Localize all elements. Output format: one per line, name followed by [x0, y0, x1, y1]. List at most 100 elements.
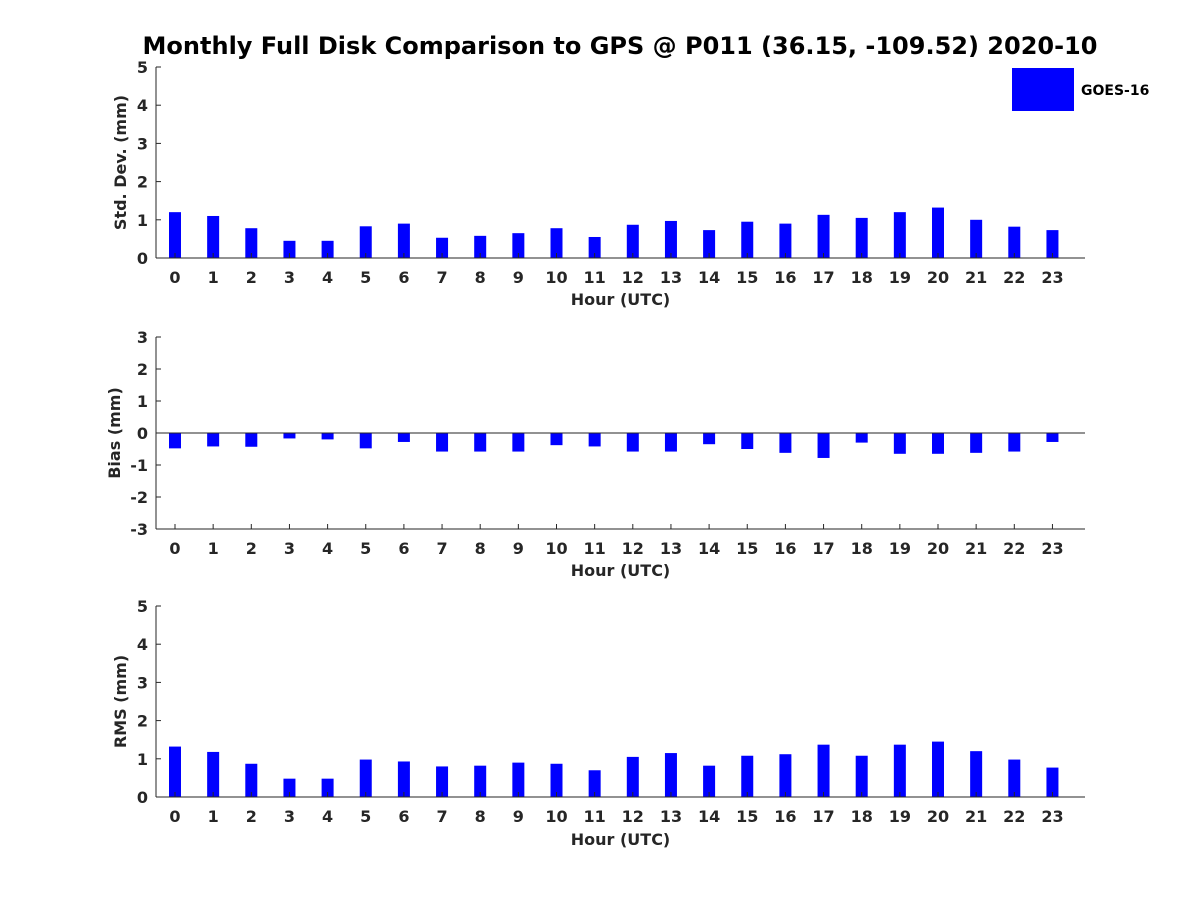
bias-bar-11	[588, 433, 601, 447]
bias-bar-15	[741, 433, 754, 449]
bias-bar-10	[550, 433, 563, 446]
legend-label: GOES-16	[1081, 83, 1149, 99]
rms-bar-14	[703, 765, 716, 797]
std-dev-bar-23	[1046, 230, 1059, 258]
bias-x-tick-label: 21	[965, 539, 987, 558]
bias-bar-0	[169, 433, 181, 449]
bias-x-tick-label: 20	[927, 539, 949, 558]
bias-x-tick-label: 15	[736, 539, 758, 558]
std-dev-y-axis-label: Std. Dev. (mm)	[111, 95, 130, 230]
std-dev-x-tick-label: 19	[889, 268, 911, 287]
std-dev-x-tick-label: 3	[284, 268, 295, 287]
std-dev-x-tick-label: 15	[736, 268, 758, 287]
std-dev-x-tick-label: 5	[360, 268, 371, 287]
bias-x-tick-label: 8	[475, 539, 486, 558]
std-dev-y-tick-label: 1	[137, 211, 148, 230]
rms-bar-11	[588, 770, 601, 797]
std-dev-bar-12	[626, 224, 639, 258]
std-dev-bar-8	[474, 235, 487, 258]
bias-x-tick-label: 9	[513, 539, 524, 558]
rms-x-tick-label: 2	[246, 807, 257, 826]
bias-y-tick-label: 2	[137, 360, 148, 379]
std-dev-x-tick-label: 8	[475, 268, 486, 287]
rms-x-tick-label: 12	[622, 807, 644, 826]
rms-bar-6	[397, 761, 410, 797]
std-dev-x-tick-label: 11	[584, 268, 606, 287]
std-dev-x-tick-label: 12	[622, 268, 644, 287]
bias-y-tick-label: 0	[137, 424, 148, 443]
rms-x-tick-label: 14	[698, 807, 720, 826]
rms-y-tick-label: 4	[137, 635, 148, 654]
bias-bar-8	[474, 433, 487, 452]
rms-bar-1	[207, 751, 220, 797]
rms-bar-3	[283, 778, 296, 797]
rms-bar-13	[664, 753, 677, 797]
bias-x-tick-label: 11	[584, 539, 606, 558]
std-dev-x-tick-label: 21	[965, 268, 987, 287]
bias-x-tick-label: 16	[774, 539, 796, 558]
rms-x-tick-label: 23	[1041, 807, 1063, 826]
bias-bar-23	[1046, 433, 1059, 442]
rms-bar-4	[321, 778, 334, 797]
bias-bar-1	[207, 433, 220, 447]
std-dev-bar-19	[893, 212, 906, 258]
bias-bar-14	[703, 433, 716, 445]
rms-x-tick-label: 17	[812, 807, 834, 826]
rms-bar-17	[817, 744, 830, 797]
std-dev-x-tick-label: 16	[774, 268, 796, 287]
std-dev-bar-13	[664, 220, 677, 258]
std-dev-bar-9	[512, 233, 525, 258]
rms-bar-22	[1008, 759, 1021, 797]
bias-bar-22	[1008, 433, 1021, 452]
rms-x-tick-label: 18	[851, 807, 873, 826]
rms-x-tick-label: 19	[889, 807, 911, 826]
rms-bar-16	[779, 754, 792, 797]
rms-bar-9	[512, 762, 525, 797]
bias-y-tick-label: -3	[130, 520, 148, 539]
std-dev-y-tick-label: 2	[137, 173, 148, 192]
std-dev-bar-17	[817, 214, 830, 258]
rms-bar-5	[359, 759, 372, 797]
rms-bar-15	[741, 755, 754, 797]
std-dev-bar-20	[932, 207, 944, 258]
rms-x-tick-label: 21	[965, 807, 987, 826]
bias-x-tick-label: 22	[1003, 539, 1025, 558]
std-dev-bar-21	[970, 219, 983, 258]
bias-bar-7	[436, 433, 449, 452]
figure-title: Monthly Full Disk Comparison to GPS @ P0…	[143, 32, 1098, 60]
bias-x-tick-label: 4	[322, 539, 333, 558]
rms-x-tick-label: 9	[513, 807, 524, 826]
bias-y-axis-label: Bias (mm)	[105, 387, 124, 479]
bias-x-tick-label: 0	[169, 539, 180, 558]
std-dev-x-axis-label: Hour (UTC)	[571, 290, 671, 309]
bias-x-tick-label: 18	[851, 539, 873, 558]
rms-x-tick-label: 1	[208, 807, 219, 826]
std-dev-bar-16	[779, 223, 792, 258]
std-dev-y-tick-label: 3	[137, 134, 148, 153]
bias-bar-21	[970, 433, 983, 453]
bias-x-tick-label: 6	[398, 539, 409, 558]
rms-x-tick-label: 6	[398, 807, 409, 826]
std-dev-bar-6	[397, 223, 410, 258]
bias-bar-4	[321, 433, 334, 440]
std-dev-bar-11	[588, 236, 601, 258]
rms-x-tick-label: 13	[660, 807, 682, 826]
std-dev-x-tick-label: 1	[208, 268, 219, 287]
rms-x-tick-label: 11	[584, 807, 606, 826]
std-dev-bar-5	[359, 226, 372, 258]
std-dev-x-tick-label: 13	[660, 268, 682, 287]
std-dev-bar-15	[741, 221, 754, 258]
rms-bar-8	[474, 765, 487, 797]
rms-y-tick-label: 1	[137, 750, 148, 769]
bias-x-tick-label: 23	[1041, 539, 1063, 558]
rms-bar-21	[970, 751, 983, 797]
std-dev-bar-4	[321, 240, 334, 258]
std-dev-x-tick-label: 18	[851, 268, 873, 287]
rms-x-tick-label: 16	[774, 807, 796, 826]
rms-x-tick-label: 7	[436, 807, 447, 826]
bias-x-tick-label: 1	[208, 539, 219, 558]
rms-y-tick-label: 0	[137, 788, 148, 807]
std-dev-x-tick-label: 17	[812, 268, 834, 287]
